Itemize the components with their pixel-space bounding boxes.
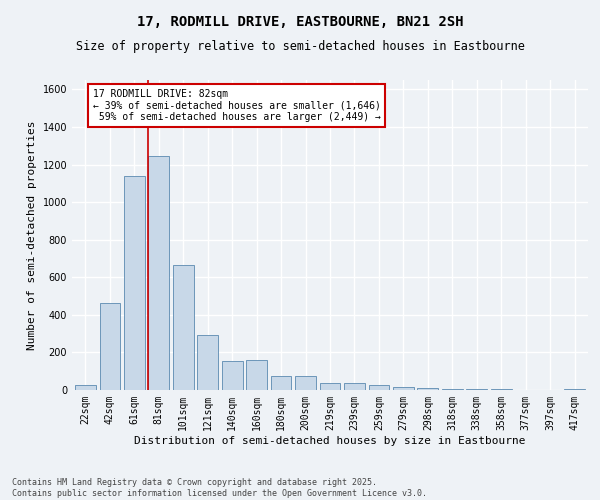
Bar	[271, 376, 292, 390]
Bar	[295, 376, 316, 390]
Bar	[75, 386, 96, 390]
Text: Size of property relative to semi-detached houses in Eastbourne: Size of property relative to semi-detach…	[76, 40, 524, 53]
Bar	[393, 387, 414, 390]
Bar	[222, 361, 242, 390]
Bar	[466, 389, 487, 390]
Bar	[100, 302, 120, 390]
Bar	[320, 384, 340, 390]
Bar	[442, 389, 463, 390]
Bar	[124, 176, 145, 390]
Bar	[368, 386, 389, 390]
Text: Contains HM Land Registry data © Crown copyright and database right 2025.
Contai: Contains HM Land Registry data © Crown c…	[12, 478, 427, 498]
Bar	[564, 389, 585, 390]
Text: 17 RODMILL DRIVE: 82sqm
← 39% of semi-detached houses are smaller (1,646)
 59% o: 17 RODMILL DRIVE: 82sqm ← 39% of semi-de…	[92, 90, 380, 122]
Bar	[344, 384, 365, 390]
X-axis label: Distribution of semi-detached houses by size in Eastbourne: Distribution of semi-detached houses by …	[134, 436, 526, 446]
Bar	[173, 265, 194, 390]
Y-axis label: Number of semi-detached properties: Number of semi-detached properties	[27, 120, 37, 350]
Bar	[197, 334, 218, 390]
Bar	[148, 156, 169, 390]
Text: 17, RODMILL DRIVE, EASTBOURNE, BN21 2SH: 17, RODMILL DRIVE, EASTBOURNE, BN21 2SH	[137, 15, 463, 29]
Bar	[246, 360, 267, 390]
Bar	[418, 388, 438, 390]
